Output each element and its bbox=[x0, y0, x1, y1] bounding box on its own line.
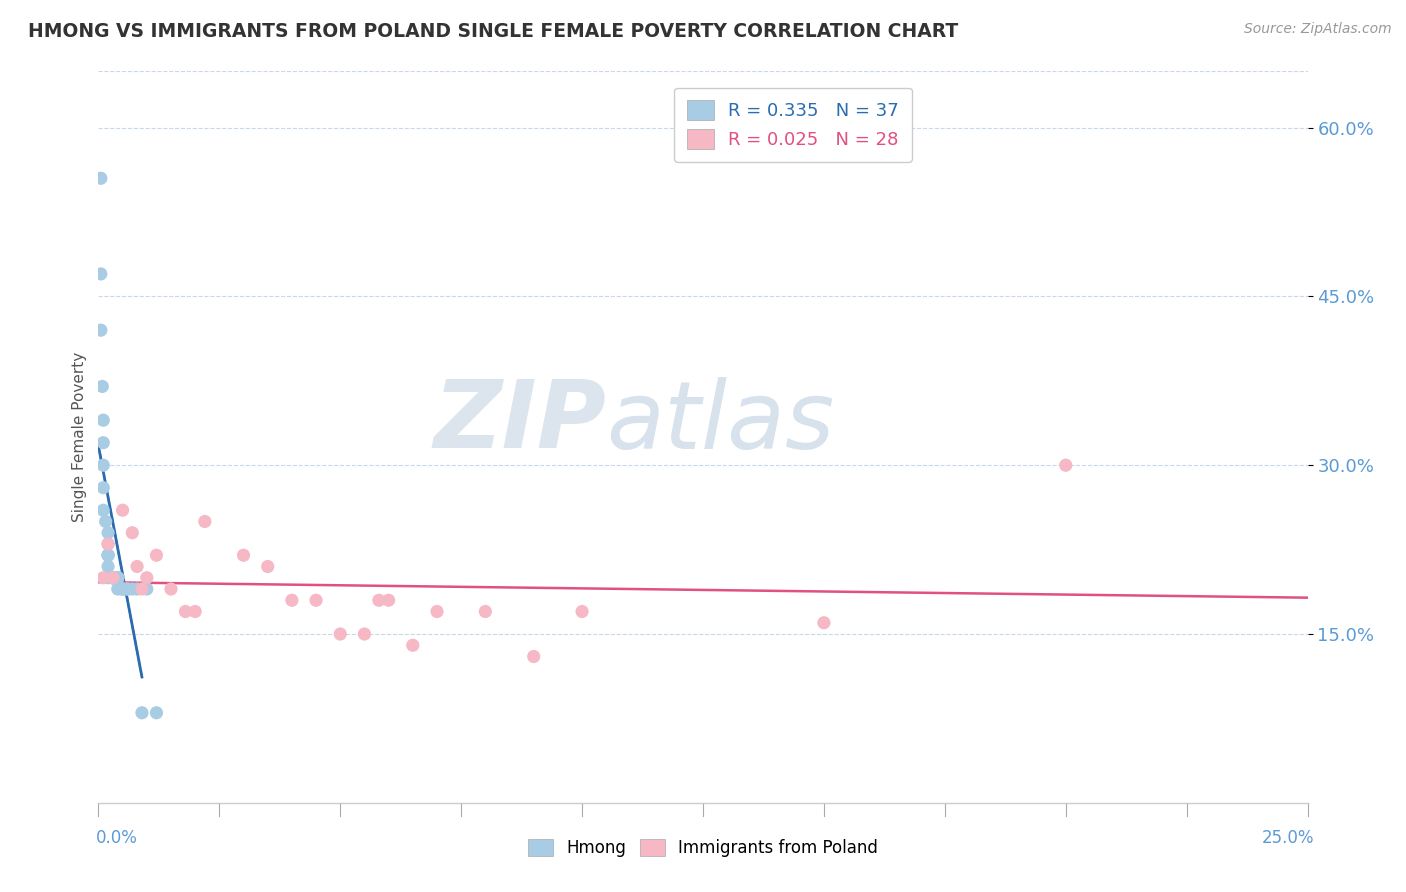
Point bbox=[131, 582, 153, 596]
Point bbox=[117, 582, 139, 596]
Text: HMONG VS IMMIGRANTS FROM POLAND SINGLE FEMALE POVERTY CORRELATION CHART: HMONG VS IMMIGRANTS FROM POLAND SINGLE F… bbox=[28, 22, 959, 41]
Point bbox=[90, 323, 112, 337]
Legend: R = 0.335   N = 37, R = 0.025   N = 28: R = 0.335 N = 37, R = 0.025 N = 28 bbox=[673, 87, 911, 161]
Y-axis label: Single Female Poverty: Single Female Poverty bbox=[72, 352, 87, 522]
Point bbox=[111, 503, 134, 517]
Point bbox=[101, 571, 124, 585]
Point bbox=[353, 627, 375, 641]
Point bbox=[402, 638, 425, 652]
Point bbox=[184, 605, 207, 619]
Point bbox=[305, 593, 328, 607]
Text: atlas: atlas bbox=[606, 377, 835, 468]
Point bbox=[127, 582, 149, 596]
Point bbox=[90, 267, 112, 281]
Point bbox=[131, 706, 153, 720]
Text: 0.0%: 0.0% bbox=[96, 829, 138, 847]
Point bbox=[194, 515, 217, 529]
Point bbox=[91, 503, 114, 517]
Point bbox=[101, 571, 124, 585]
Point bbox=[107, 571, 129, 585]
Point bbox=[111, 582, 134, 596]
Point bbox=[97, 537, 120, 551]
Point bbox=[91, 379, 114, 393]
Point bbox=[329, 627, 352, 641]
Point bbox=[101, 571, 124, 585]
Point bbox=[101, 571, 124, 585]
Point bbox=[97, 525, 120, 540]
Point bbox=[97, 559, 120, 574]
Point bbox=[368, 593, 391, 607]
Point bbox=[174, 605, 197, 619]
Point bbox=[91, 435, 114, 450]
Point bbox=[94, 515, 117, 529]
Point bbox=[145, 548, 167, 562]
Point bbox=[377, 593, 399, 607]
Point bbox=[523, 649, 546, 664]
Text: ZIP: ZIP bbox=[433, 376, 606, 468]
Point bbox=[91, 413, 114, 427]
Point bbox=[111, 582, 134, 596]
Point bbox=[101, 571, 124, 585]
Point bbox=[90, 171, 112, 186]
Legend: Hmong, Immigrants from Poland: Hmong, Immigrants from Poland bbox=[522, 832, 884, 864]
Point bbox=[571, 605, 593, 619]
Point bbox=[127, 559, 149, 574]
Point bbox=[281, 593, 304, 607]
Point bbox=[101, 571, 124, 585]
Point bbox=[107, 571, 129, 585]
Point bbox=[1054, 458, 1077, 473]
Point bbox=[426, 605, 449, 619]
Point bbox=[97, 548, 120, 562]
Point bbox=[117, 582, 139, 596]
Point bbox=[101, 571, 124, 585]
Point bbox=[135, 582, 157, 596]
Point bbox=[121, 582, 143, 596]
Point bbox=[107, 582, 129, 596]
Text: 25.0%: 25.0% bbox=[1263, 829, 1315, 847]
Point bbox=[97, 571, 120, 585]
Point bbox=[91, 571, 114, 585]
Point bbox=[813, 615, 835, 630]
Point bbox=[97, 548, 120, 562]
Point bbox=[121, 525, 143, 540]
Point bbox=[135, 571, 157, 585]
Point bbox=[160, 582, 183, 596]
Point bbox=[474, 605, 496, 619]
Point bbox=[91, 481, 114, 495]
Point bbox=[256, 559, 278, 574]
Point bbox=[97, 537, 120, 551]
Point bbox=[107, 571, 129, 585]
Point bbox=[232, 548, 254, 562]
Point bbox=[145, 706, 167, 720]
Point bbox=[97, 548, 120, 562]
Point bbox=[111, 582, 134, 596]
Point bbox=[91, 458, 114, 473]
Text: Source: ZipAtlas.com: Source: ZipAtlas.com bbox=[1244, 22, 1392, 37]
